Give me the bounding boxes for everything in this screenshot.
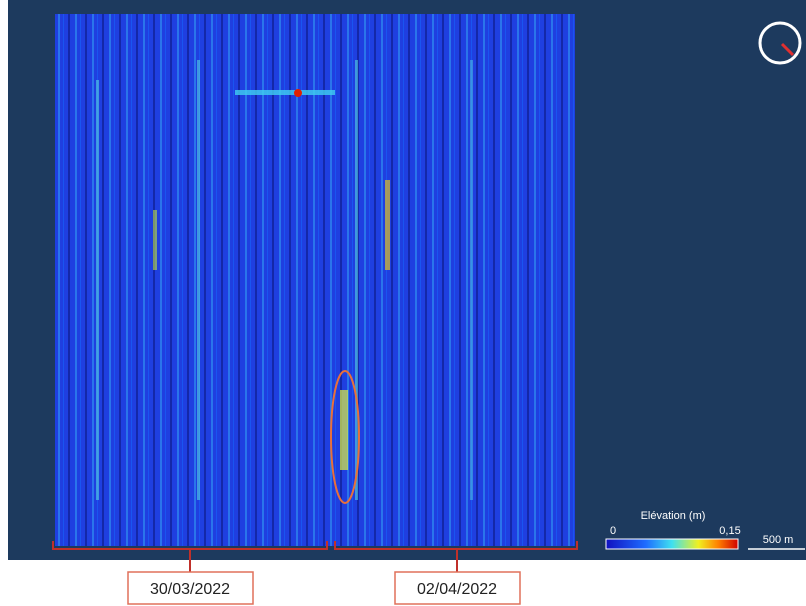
page: Elévation (m) 0 0,15 500 m 30/03/2022 02… xyxy=(0,0,806,606)
map-figure: Elévation (m) 0 0,15 500 m 30/03/2022 02… xyxy=(0,0,806,606)
legend-title: Elévation (m) xyxy=(641,510,706,522)
legend-max: 0,15 xyxy=(719,525,740,537)
legend-min: 0 xyxy=(610,525,616,537)
colorbar xyxy=(606,539,738,549)
scale-bar-label: 500 m xyxy=(763,534,794,546)
date-label: 02/04/2022 xyxy=(417,581,497,598)
date-label: 30/03/2022 xyxy=(150,581,230,598)
